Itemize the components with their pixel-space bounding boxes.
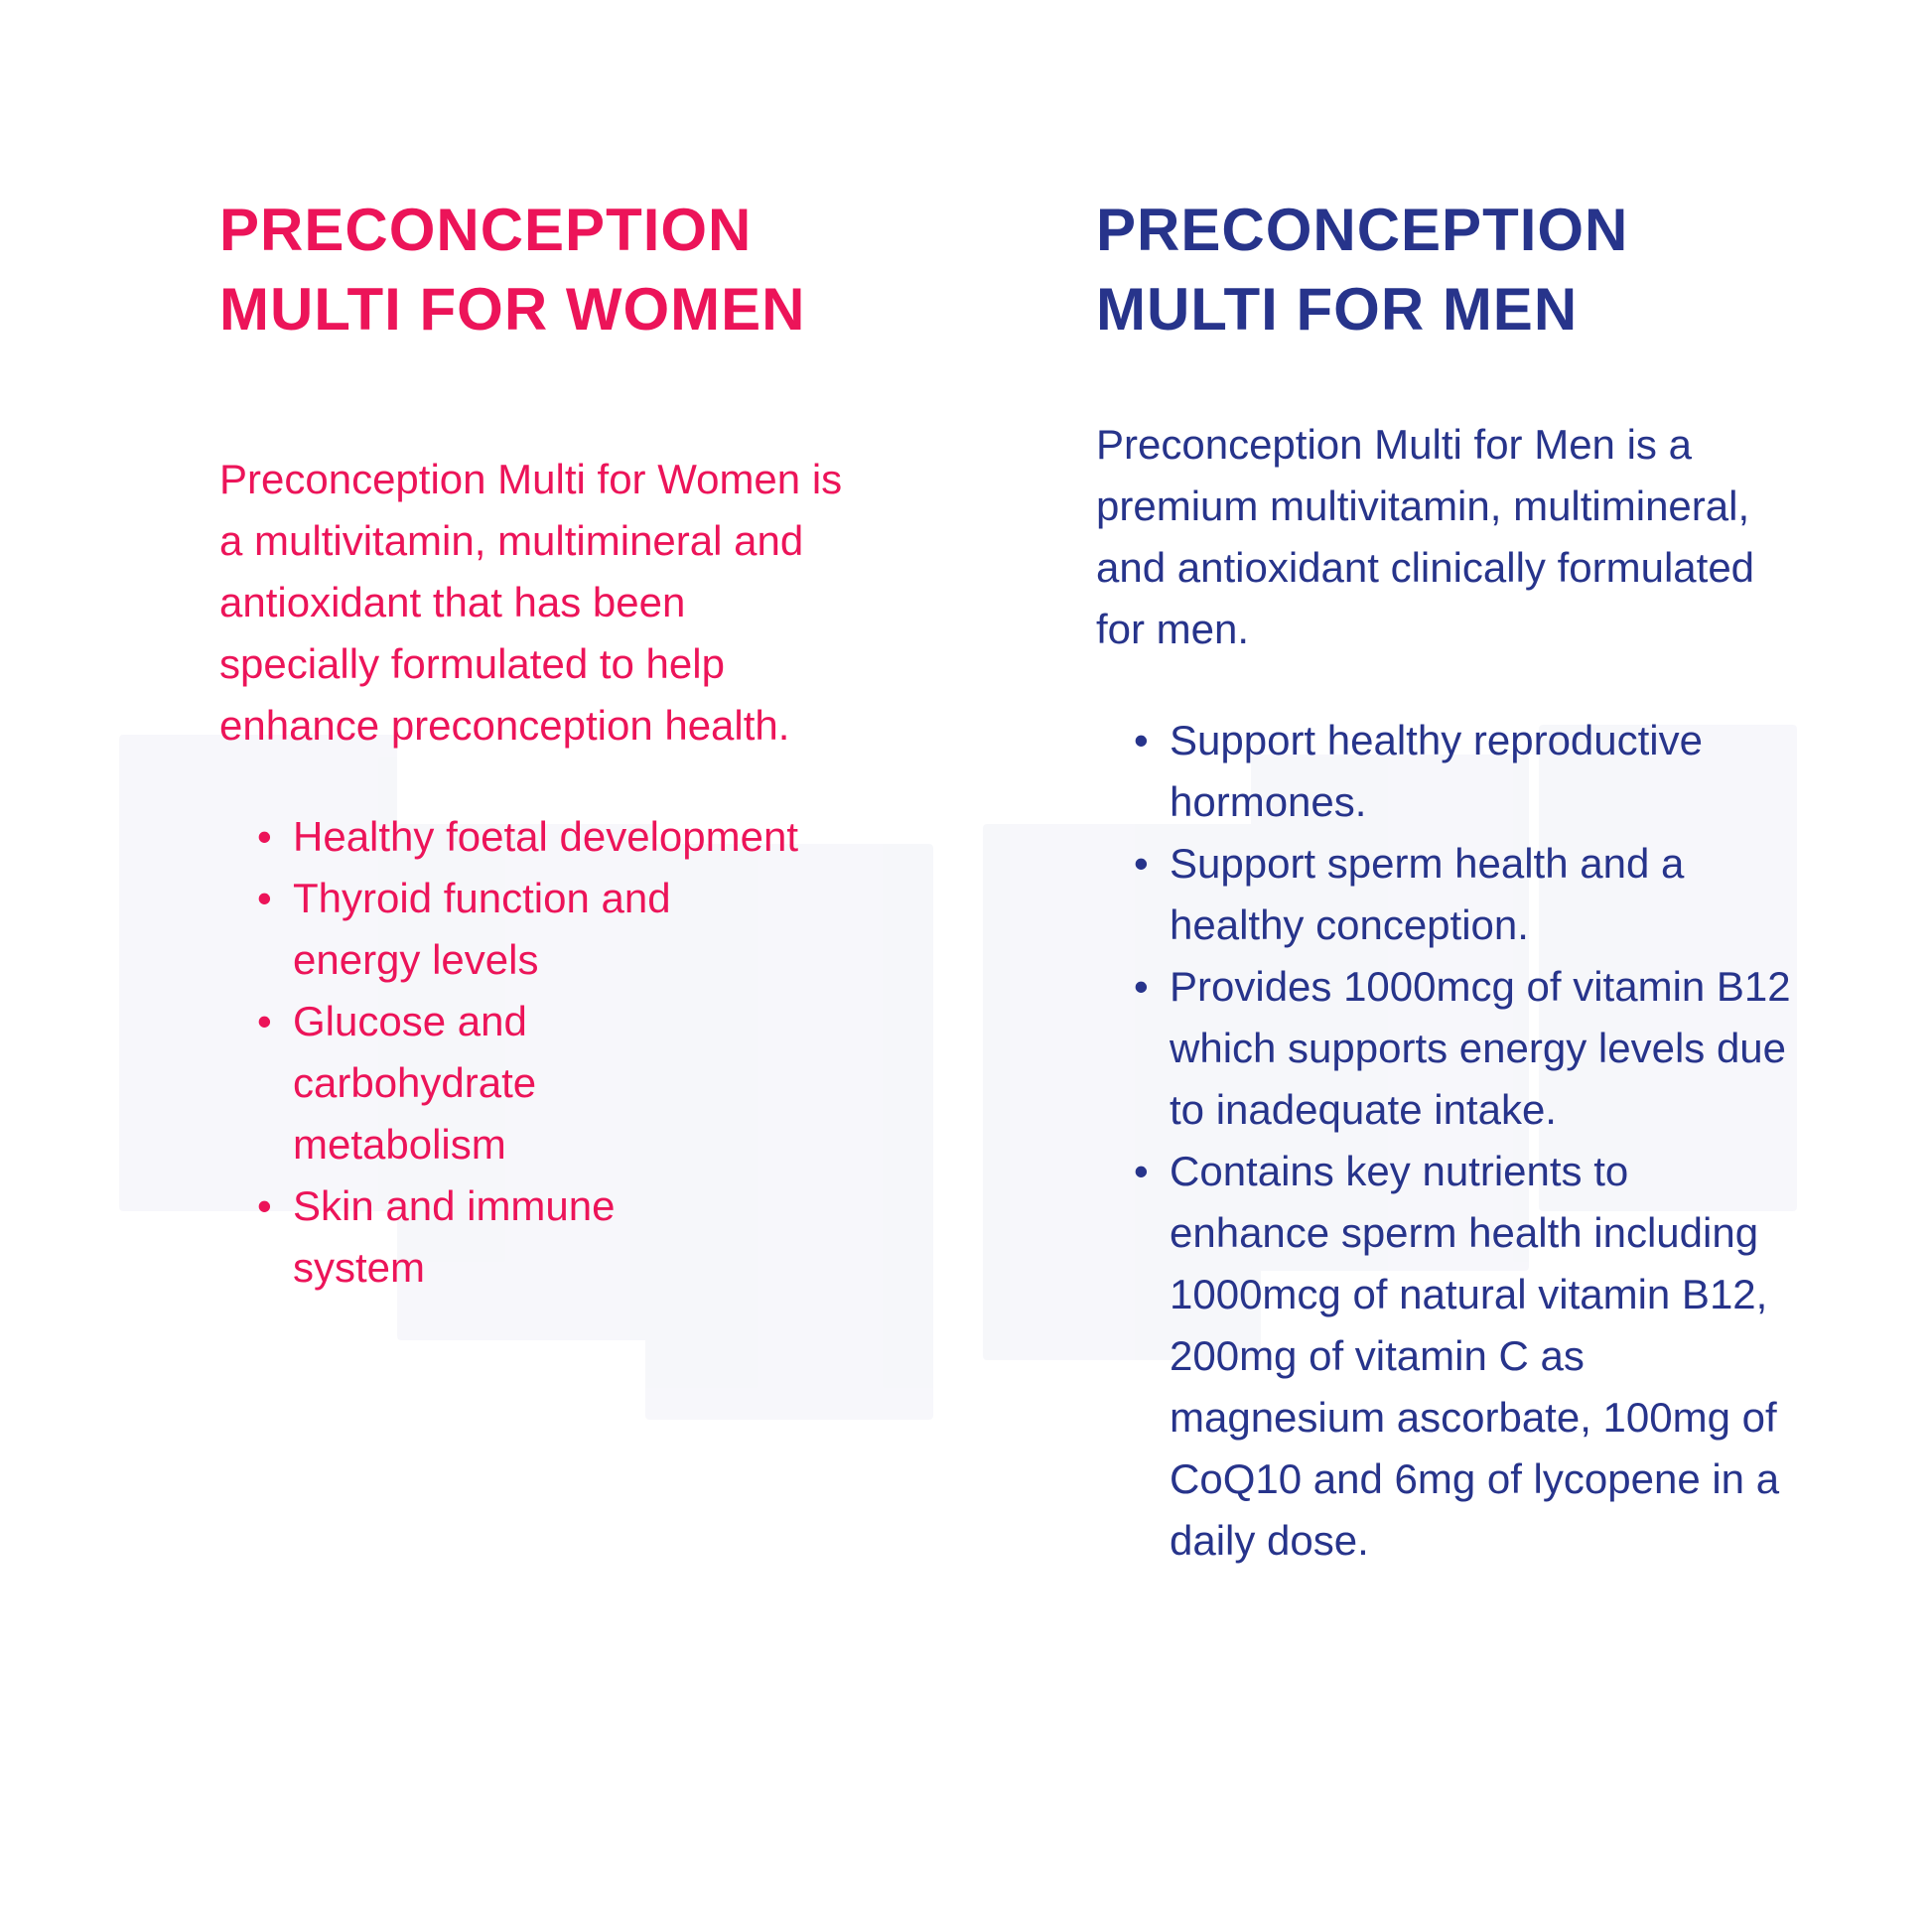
women-benefits-list: • Healthy foetal development • Thyroid fun… [257,806,809,1299]
women-title: PRECONCEPTION MULTI FOR WOMEN [219,191,855,349]
list-item-text: Skin and immune system [293,1182,616,1291]
list-item-text: Support healthy reproductive hormones. [1170,717,1703,825]
bullet-icon: • [257,998,272,1044]
bullet-icon: • [1134,840,1149,887]
list-item-text: Thyroid function and energy levels [293,875,671,983]
list-item: • Support sperm health and a healthy conc… [1134,833,1795,956]
bullet-icon: • [257,813,272,860]
list-item: • Contains key nutrients to enhance sperm… [1134,1141,1795,1572]
list-item-text: Contains key nutrients to enhance sperm … [1170,1148,1780,1564]
list-item: • Glucose and carbohydrate metabolism [257,991,611,1175]
list-item: • Support healthy reproductive hormones. [1134,710,1795,833]
women-title-line2: MULTI FOR WOMEN [219,276,806,343]
list-item: • Healthy foetal development [257,806,809,868]
men-benefits-list: • Support healthy reproductive hormones. … [1134,710,1795,1572]
list-item-text: Provides 1000mcg of vitamin B12 which su… [1170,963,1791,1133]
list-item-text: Support sperm health and a healthy conce… [1170,840,1685,948]
women-section: PRECONCEPTION MULTI FOR WOMEN Preconcept… [219,191,855,1299]
list-item: • Thyroid function and energy levels [257,868,809,991]
background-product-image [0,715,1932,1420]
bullet-icon: • [257,1182,272,1229]
list-item-text: Healthy foetal development [293,813,798,860]
bullet-icon: • [1134,963,1149,1010]
men-section: PRECONCEPTION MULTI FOR MEN Preconceptio… [1096,191,1811,1572]
list-item: • Provides 1000mcg of vitamin B12 which s… [1134,956,1795,1141]
men-title-line2: MULTI FOR MEN [1096,276,1579,343]
bullet-icon: • [1134,1148,1149,1194]
men-title: PRECONCEPTION MULTI FOR MEN [1096,191,1811,349]
bullet-icon: • [257,875,272,921]
list-item-text: Glucose and carbohydrate metabolism [293,998,537,1168]
women-title-line1: PRECONCEPTION [219,197,753,263]
women-description: Preconception Multi for Women is a multi… [219,456,843,749]
men-description: Preconception Multi for Men is a premium… [1096,421,1755,652]
list-item: • Skin and immune system [257,1175,730,1299]
bullet-icon: • [1134,717,1149,763]
men-title-line1: PRECONCEPTION [1096,197,1629,263]
